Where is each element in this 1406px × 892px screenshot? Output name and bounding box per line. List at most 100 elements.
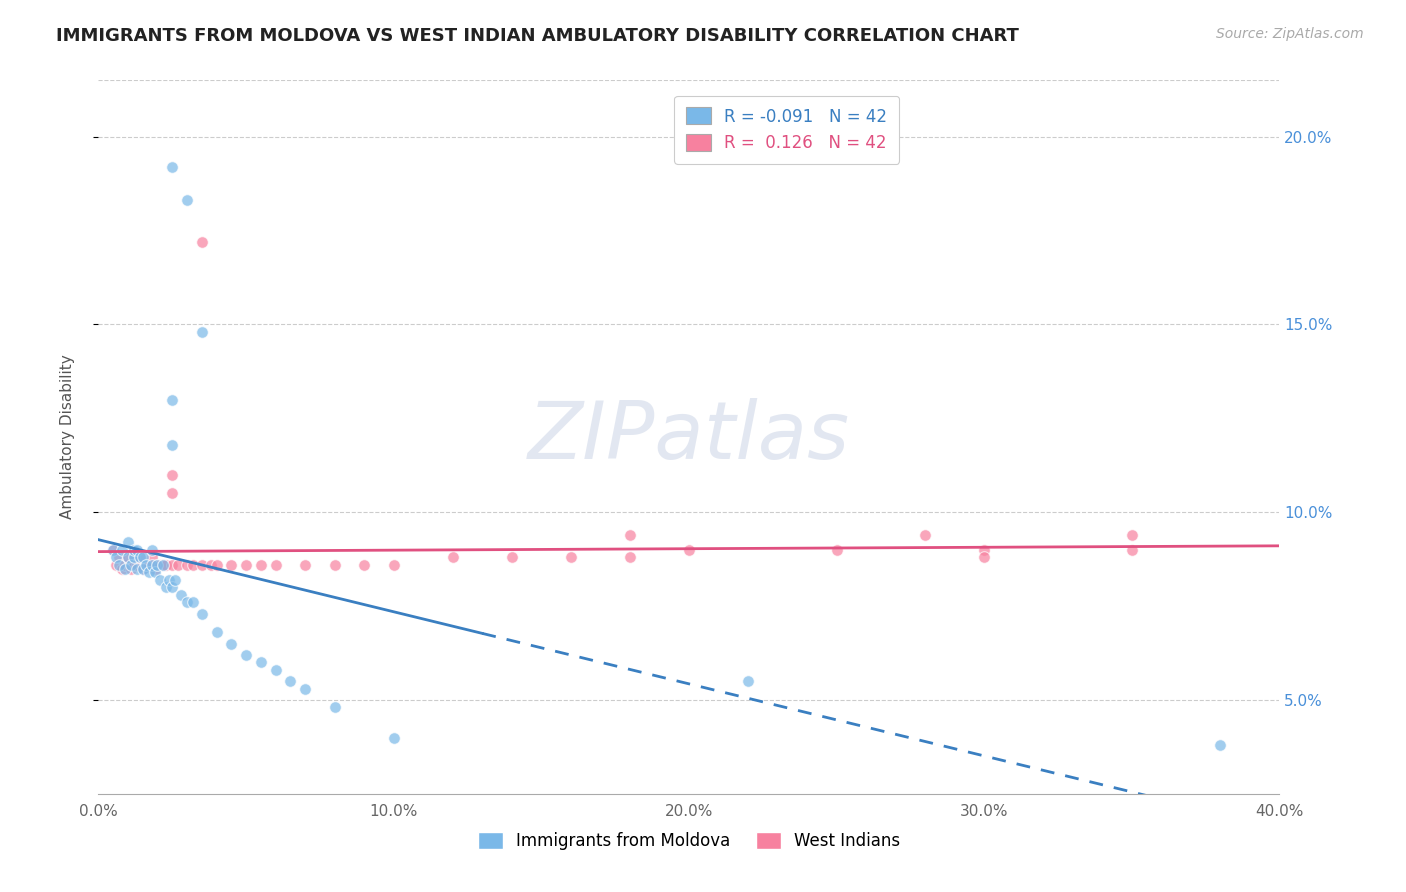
Point bbox=[619, 527, 641, 541]
Point bbox=[191, 235, 214, 249]
Point bbox=[141, 542, 163, 557]
Point bbox=[176, 194, 198, 208]
Point bbox=[143, 561, 166, 575]
Point bbox=[205, 625, 228, 640]
Point bbox=[128, 550, 150, 565]
Point bbox=[1121, 542, 1143, 557]
Point bbox=[441, 550, 464, 565]
Point bbox=[125, 542, 148, 557]
Point bbox=[280, 674, 302, 689]
Point bbox=[382, 731, 405, 745]
Point bbox=[323, 558, 346, 572]
Point bbox=[191, 558, 214, 572]
Point bbox=[132, 561, 155, 575]
Point bbox=[125, 561, 148, 575]
Point bbox=[176, 595, 198, 609]
Point bbox=[181, 558, 204, 572]
Point bbox=[678, 542, 700, 557]
Point bbox=[382, 558, 405, 572]
Point bbox=[117, 550, 139, 565]
Text: Source: ZipAtlas.com: Source: ZipAtlas.com bbox=[1216, 27, 1364, 41]
Point bbox=[914, 527, 936, 541]
Point bbox=[162, 437, 183, 451]
Point bbox=[235, 558, 257, 572]
Point bbox=[264, 558, 287, 572]
Point bbox=[132, 561, 155, 575]
Legend: Immigrants from Moldova, West Indians: Immigrants from Moldova, West Indians bbox=[471, 825, 907, 857]
Point bbox=[114, 558, 136, 572]
Point bbox=[221, 637, 243, 651]
Point bbox=[235, 648, 257, 662]
Point bbox=[294, 558, 316, 572]
Point bbox=[146, 558, 169, 572]
Point bbox=[1121, 527, 1143, 541]
Point bbox=[152, 558, 174, 572]
Point bbox=[162, 580, 183, 594]
Point bbox=[141, 550, 163, 565]
Point bbox=[125, 558, 148, 572]
Point bbox=[128, 550, 150, 565]
Point bbox=[108, 558, 131, 572]
Point bbox=[117, 550, 139, 565]
Point bbox=[264, 663, 287, 677]
Point bbox=[120, 558, 142, 572]
Point bbox=[143, 566, 166, 580]
Point bbox=[323, 700, 346, 714]
Point bbox=[111, 561, 134, 575]
Point bbox=[122, 542, 145, 557]
Point bbox=[162, 392, 183, 407]
Text: IMMIGRANTS FROM MOLDOVA VS WEST INDIAN AMBULATORY DISABILITY CORRELATION CHART: IMMIGRANTS FROM MOLDOVA VS WEST INDIAN A… bbox=[56, 27, 1019, 45]
Point bbox=[105, 550, 128, 565]
Point bbox=[200, 558, 222, 572]
Point bbox=[105, 558, 128, 572]
Point bbox=[108, 550, 131, 565]
Point bbox=[155, 558, 177, 572]
Point bbox=[122, 550, 145, 565]
Point bbox=[250, 558, 273, 572]
Point bbox=[162, 486, 183, 500]
Point bbox=[162, 467, 183, 482]
Point bbox=[170, 588, 193, 602]
Point bbox=[152, 558, 174, 572]
Point bbox=[155, 580, 177, 594]
Point bbox=[191, 325, 214, 339]
Point bbox=[122, 558, 145, 572]
Point bbox=[973, 542, 995, 557]
Point bbox=[353, 558, 375, 572]
Point bbox=[141, 558, 163, 572]
Point bbox=[825, 542, 848, 557]
Point bbox=[103, 542, 125, 557]
Point bbox=[149, 558, 172, 572]
Point bbox=[157, 573, 180, 587]
Point bbox=[501, 550, 523, 565]
Point bbox=[167, 558, 190, 572]
Point bbox=[191, 607, 214, 621]
Point bbox=[1209, 738, 1232, 752]
Point bbox=[294, 681, 316, 696]
Point bbox=[111, 542, 134, 557]
Point bbox=[138, 566, 160, 580]
Point bbox=[205, 558, 228, 572]
Point bbox=[138, 558, 160, 572]
Point bbox=[973, 550, 995, 565]
Point bbox=[162, 558, 183, 572]
Point bbox=[165, 573, 187, 587]
Point bbox=[120, 561, 142, 575]
Point bbox=[132, 550, 155, 565]
Point bbox=[181, 595, 204, 609]
Point bbox=[737, 674, 759, 689]
Point bbox=[560, 550, 582, 565]
Point bbox=[176, 558, 198, 572]
Point bbox=[146, 558, 169, 572]
Point bbox=[619, 550, 641, 565]
Point bbox=[114, 561, 136, 575]
Text: ZIPatlas: ZIPatlas bbox=[527, 398, 851, 476]
Point bbox=[135, 558, 157, 572]
Point bbox=[135, 558, 157, 572]
Point bbox=[250, 656, 273, 670]
Point bbox=[149, 573, 172, 587]
Point bbox=[221, 558, 243, 572]
Y-axis label: Ambulatory Disability: Ambulatory Disability bbox=[60, 355, 75, 519]
Point bbox=[162, 160, 183, 174]
Point bbox=[103, 542, 125, 557]
